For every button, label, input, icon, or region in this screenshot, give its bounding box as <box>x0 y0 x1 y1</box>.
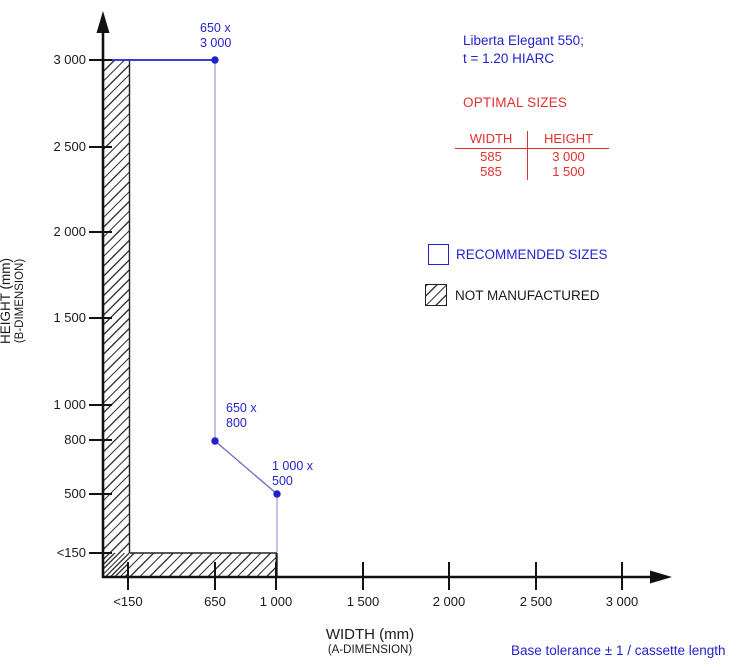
legend-not-manufactured-label: NOT MANUFACTURED <box>455 288 600 303</box>
optimal-row2-height: 1 500 <box>552 164 585 179</box>
optimal-sizes-table: WIDTH HEIGHT 585 3 000 585 1 500 <box>455 131 609 180</box>
y-tick-label-3000: 3 000 <box>53 52 86 67</box>
x-axis-title-sub: (A-DIMENSION) <box>327 644 413 656</box>
x-tick-label-1500: 1 500 <box>346 594 380 609</box>
product-spec: t = 1.20 HIARC <box>463 51 555 66</box>
optimal-row2-width: 585 <box>455 164 528 180</box>
point-label-line: 650 x <box>200 21 231 35</box>
x-tick-label-2000: 2 000 <box>432 594 466 609</box>
y-tick-label-1500: 1 500 <box>53 310 86 325</box>
y-tick-label-800: 800 <box>64 432 86 447</box>
point-label-line: 800 <box>226 415 247 430</box>
x-tick-label-1000: 1 000 <box>259 594 293 609</box>
y-axis-title: HEIGHT (mm) (B-DIMENSION) <box>0 151 34 451</box>
optimal-col-width-header: WIDTH <box>455 131 528 149</box>
point-label-650x3000: 650 x 3 000 <box>200 21 231 50</box>
recommended-sizes-swatch-icon <box>428 244 449 265</box>
y-axis-title-sub: (B-DIMENSION) <box>14 258 26 344</box>
boundary-diagonal <box>214 440 278 495</box>
not-manufactured-swatch-icon <box>425 284 447 306</box>
x-tick-label-3000: 3 000 <box>605 594 639 609</box>
x-tick-label-150: <150 <box>113 594 143 609</box>
y-axis-arrow-icon <box>96 11 110 33</box>
point-label-line: 3 000 <box>200 35 232 50</box>
y-tick-label-500: 500 <box>64 486 86 501</box>
not-manufactured-horizontal-band <box>104 553 277 577</box>
marker-650x800 <box>211 437 219 445</box>
optimal-row1-width: 585 <box>455 148 528 164</box>
y-tick-label-1000: 1 000 <box>53 397 86 412</box>
y-axis-ticks <box>89 59 112 554</box>
y-tick-label-150: <150 <box>56 545 86 560</box>
y-tick-label-2000: 2 000 <box>53 224 86 239</box>
x-tick-label-2500: 2 500 <box>519 594 553 609</box>
x-axis-title: WIDTH (mm) (A-DIMENSION) <box>278 626 462 656</box>
product-title: Liberta Elegant 550; <box>463 33 584 48</box>
marker-650x3000 <box>211 56 219 64</box>
point-label-line: 650 x <box>226 401 257 415</box>
point-label-line: 1 000 x <box>272 459 314 473</box>
legend-recommended-label: RECOMMENDED SIZES <box>456 247 608 262</box>
y-axis-title-main: HEIGHT (mm) <box>0 258 13 344</box>
marker-1000x500 <box>273 490 281 498</box>
optimal-col-height-header: HEIGHT <box>528 131 609 149</box>
point-label-line: 500 <box>272 473 293 488</box>
x-axis-arrow-icon <box>650 570 672 584</box>
point-label-650x800: 650 x 800 <box>226 401 257 430</box>
x-axis-title-main: WIDTH (mm) <box>325 626 415 643</box>
tolerance-note: Base tolerance ± 1 / cassette length <box>511 643 726 658</box>
x-axis-ticks <box>127 562 623 590</box>
optimal-row1-height: 3 000 <box>552 148 585 164</box>
y-tick-label-2500: 2 500 <box>53 139 86 154</box>
point-label-1000x500: 1 000 x 500 <box>272 459 313 488</box>
x-tick-label-650: 650 <box>204 594 226 609</box>
optimal-sizes-title: OPTIMAL SIZES <box>463 95 568 110</box>
